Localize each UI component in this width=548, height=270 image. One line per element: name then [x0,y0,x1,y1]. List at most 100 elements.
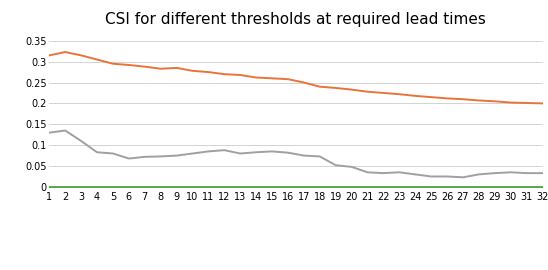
csi_5 [507,185,514,188]
csi_15 [62,185,68,188]
csi_1 [396,171,403,174]
csi_10 [317,185,323,188]
csi_1 [157,155,164,158]
csi_15 [205,185,212,188]
csi_5 [125,185,132,188]
csi_5 [460,185,466,188]
csi_0.2 [317,85,323,88]
csi_1 [428,175,435,178]
csi_0.2 [539,102,546,105]
csi_5 [110,185,116,188]
csi_5 [141,185,148,188]
csi_15 [78,185,84,188]
csi_5 [412,185,419,188]
csi_5 [221,185,227,188]
Title: CSI for different thresholds at required lead times: CSI for different thresholds at required… [105,12,487,27]
csi_15 [110,185,116,188]
csi_15 [253,185,259,188]
csi_5 [396,185,403,188]
csi_15 [221,185,227,188]
csi_5 [205,185,212,188]
csi_0.2 [157,67,164,70]
csi_15 [317,185,323,188]
csi_1 [237,152,243,155]
csi_15 [364,185,371,188]
csi_10 [301,185,307,188]
csi_5 [62,185,68,188]
csi_15 [46,185,53,188]
csi_0.2 [46,54,53,57]
csi_5 [157,185,164,188]
csi_15 [539,185,546,188]
csi_10 [62,185,68,188]
csi_10 [189,185,196,188]
csi_15 [94,185,100,188]
csi_5 [428,185,435,188]
csi_1 [205,150,212,153]
csi_10 [205,185,212,188]
csi_1 [110,152,116,155]
csi_10 [46,185,53,188]
csi_10 [110,185,116,188]
csi_15 [380,185,387,188]
csi_5 [173,185,180,188]
csi_15 [141,185,148,188]
csi_10 [173,185,180,188]
csi_10 [507,185,514,188]
csi_5 [333,185,339,188]
csi_15 [523,185,530,188]
csi_0.2 [396,93,403,96]
csi_0.2 [94,58,100,61]
csi_1 [269,150,275,153]
csi_0.2 [125,63,132,67]
csi_1 [539,171,546,175]
csi_10 [333,185,339,188]
csi_1 [380,171,387,175]
csi_5 [380,185,387,188]
csi_1 [253,151,259,154]
csi_1 [349,165,355,168]
csi_5 [523,185,530,188]
csi_1 [460,176,466,179]
csi_15 [460,185,466,188]
csi_10 [412,185,419,188]
csi_5 [78,185,84,188]
csi_1 [444,175,450,178]
csi_0.2 [523,101,530,104]
csi_0.2 [78,54,84,57]
csi_10 [380,185,387,188]
csi_0.2 [205,70,212,74]
csi_15 [507,185,514,188]
csi_1 [284,151,291,154]
csi_0.2 [364,90,371,93]
csi_5 [284,185,291,188]
csi_15 [476,185,482,188]
csi_5 [492,185,498,188]
csi_1 [364,171,371,174]
csi_15 [349,185,355,188]
csi_5 [237,185,243,188]
csi_0.2 [428,96,435,99]
csi_15 [492,185,498,188]
csi_10 [284,185,291,188]
csi_10 [221,185,227,188]
csi_15 [125,185,132,188]
csi_1 [189,152,196,155]
csi_1 [492,171,498,175]
csi_1 [62,129,68,132]
csi_1 [507,171,514,174]
csi_10 [476,185,482,188]
csi_1 [476,173,482,176]
csi_0.2 [189,69,196,72]
csi_10 [141,185,148,188]
csi_15 [269,185,275,188]
csi_0.2 [173,66,180,69]
csi_15 [428,185,435,188]
csi_15 [412,185,419,188]
csi_1 [412,173,419,176]
csi_15 [396,185,403,188]
csi_1 [46,131,53,134]
csi_10 [349,185,355,188]
csi_1 [221,148,227,152]
csi_10 [253,185,259,188]
